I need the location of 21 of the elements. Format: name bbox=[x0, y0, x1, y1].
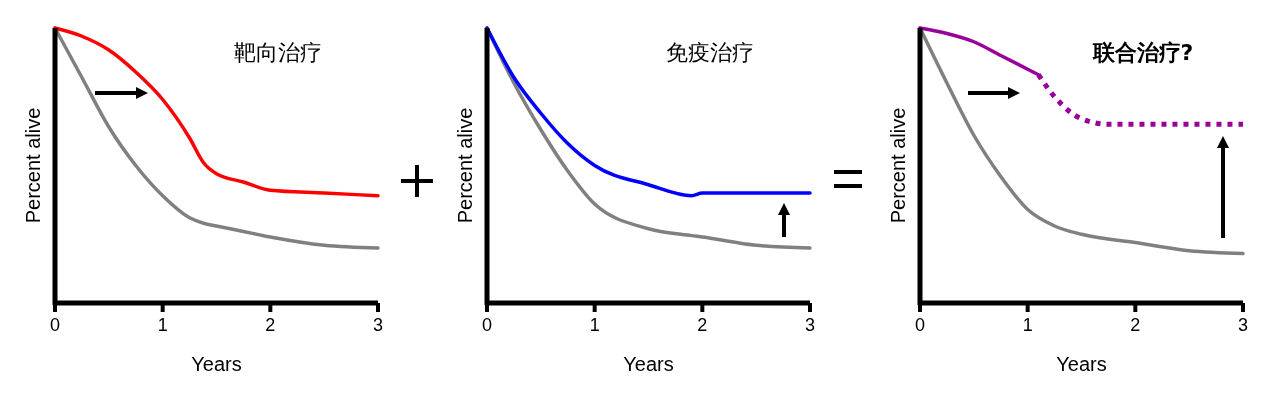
x-tick-label: 3 bbox=[1237, 315, 1249, 335]
x-tick-label: 2 bbox=[265, 315, 276, 335]
text: 联合治疗? bbox=[1091, 40, 1194, 65]
y-axis-title: Percent alive bbox=[454, 107, 476, 224]
x-tick-label: 1 bbox=[1022, 315, 1033, 335]
x-tick-label: 2 bbox=[697, 315, 708, 335]
x-axis-title: Years bbox=[191, 353, 242, 375]
x-tick-label: 0 bbox=[49, 315, 61, 335]
x-axis-title: Years bbox=[1056, 353, 1107, 375]
x-tick-label: 1 bbox=[589, 315, 600, 335]
text: 靶向治疗 bbox=[234, 40, 322, 65]
x-axis-title: Years bbox=[623, 353, 674, 375]
text: 免疫治疗 bbox=[666, 40, 754, 65]
x-tick-label: 0 bbox=[481, 315, 493, 335]
y-axis-title: Percent alive bbox=[22, 107, 44, 224]
y-axis-title: Percent alive bbox=[887, 107, 909, 224]
x-tick-label: 0 bbox=[914, 315, 926, 335]
x-tick-label: 2 bbox=[1130, 315, 1141, 335]
x-tick-label: 1 bbox=[157, 315, 168, 335]
x-tick-label: 3 bbox=[372, 315, 384, 335]
x-tick-label: 3 bbox=[804, 315, 816, 335]
